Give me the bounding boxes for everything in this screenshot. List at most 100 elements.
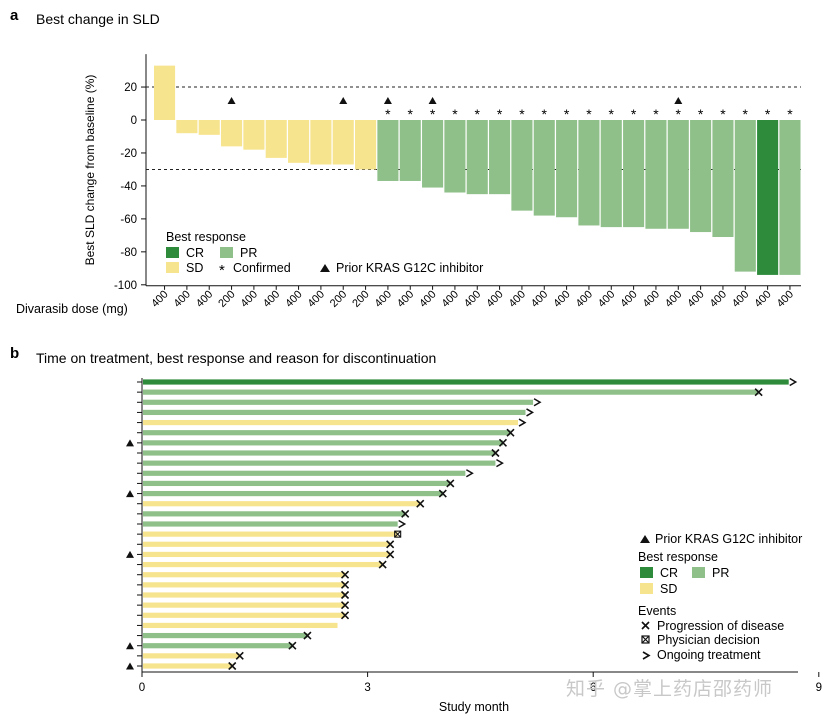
prior-kras-triangle-icon xyxy=(339,97,348,104)
confirmed-star-icon: * xyxy=(519,106,525,122)
legend-a-cr-label: CR xyxy=(186,246,204,260)
legend-b-cr-label: CR xyxy=(660,566,678,580)
physician-cross xyxy=(394,530,402,538)
legend-a-triangle-icon xyxy=(320,264,330,272)
dose-label: 400 xyxy=(730,288,751,309)
progression-cross-icon xyxy=(340,601,350,610)
legend-b-events-title: Events xyxy=(638,604,676,618)
panel-a-ylabel: Best SLD change from baseline (%) xyxy=(83,75,97,266)
confirmed-star-icon: * xyxy=(631,106,637,122)
panel-a-label: a xyxy=(10,7,19,24)
swim-bar-pr xyxy=(143,632,308,639)
dose-label: 400 xyxy=(261,288,282,309)
dose-label: 200 xyxy=(350,288,371,309)
legend-a-pr-swatch xyxy=(220,247,233,258)
dose-label: 400 xyxy=(663,288,684,309)
confirmed-star-icon: * xyxy=(765,106,771,122)
panel-a-xlabel: Divarasib dose (mg) xyxy=(16,302,128,316)
confirmed-star-icon: * xyxy=(564,106,570,122)
dose-label: 400 xyxy=(641,288,662,309)
progression-cross-icon xyxy=(288,641,297,650)
progression-cross-icon xyxy=(416,499,425,508)
progression-cross-icon xyxy=(235,651,244,660)
swim-bar-pr xyxy=(143,450,496,456)
panel-a-dose-labels: 400 400 400 200 400 400 400 400 200 200 400 400 400 4… xyxy=(149,285,796,310)
bar-cr xyxy=(757,120,779,275)
y-tick-label: -80 xyxy=(120,247,137,259)
legend-a-star-icon: * xyxy=(219,262,225,279)
y-tick-label: -40 xyxy=(120,181,137,193)
dose-label: 400 xyxy=(462,288,483,309)
swim-bar-sd xyxy=(143,551,391,558)
swim-bar-pr xyxy=(143,399,534,405)
swim-bar-pr xyxy=(143,440,503,446)
prior-kras-triangle-icon xyxy=(126,490,134,498)
progression-cross-icon xyxy=(340,590,350,600)
swim-bar-pr xyxy=(143,511,406,517)
swim-bar-pr xyxy=(143,460,496,466)
swim-bar-sd xyxy=(143,663,233,669)
dose-label: 400 xyxy=(529,288,550,309)
progression-cross-icon xyxy=(446,479,455,488)
swim-bar-sd xyxy=(143,572,346,578)
legend-b-sd-label: SD xyxy=(660,582,677,596)
dose-label: 400 xyxy=(283,288,304,309)
bar-sd xyxy=(198,120,220,135)
bar-pr xyxy=(690,120,712,233)
progression-cross-icon xyxy=(303,631,312,640)
swim-bar-sd xyxy=(143,501,421,507)
bar-sd xyxy=(355,120,377,170)
confirmed-star-icon: * xyxy=(475,106,481,122)
bar-pr xyxy=(623,120,645,228)
x-tick-label: 0 xyxy=(139,682,145,694)
bar-sd xyxy=(265,120,287,158)
watermark: 知乎 @掌上药店邵药师 xyxy=(566,678,774,700)
dose-label: 400 xyxy=(395,288,416,309)
ongoing-arrow-icon xyxy=(398,519,407,529)
swim-bar-sd xyxy=(143,561,383,568)
swim-bar-pr xyxy=(143,643,293,649)
swim-bar-sd xyxy=(143,602,346,608)
progression-cross-icon xyxy=(506,428,515,437)
bar-sd xyxy=(176,120,198,134)
legend-a-confirmed-label: Confirmed xyxy=(233,261,291,275)
prior-kras-triangle-icon xyxy=(428,97,437,104)
panel-a-title: Best change in SLD xyxy=(36,11,160,27)
bar-pr xyxy=(444,120,466,193)
dose-label: 400 xyxy=(596,288,617,309)
confirmed-star-icon: * xyxy=(430,106,436,122)
dose-label: 400 xyxy=(574,288,595,309)
dose-label: 400 xyxy=(194,288,215,309)
swim-bar-pr xyxy=(143,430,511,436)
y-tick-label: -100 xyxy=(114,280,137,292)
prior-kras-triangle-icon xyxy=(674,97,683,104)
prior-kras-triangle-icon xyxy=(126,550,134,558)
confirmed-star-icon: * xyxy=(542,106,548,122)
bar-pr xyxy=(489,120,511,195)
dose-label: 400 xyxy=(149,288,170,309)
prior-kras-triangle-icon xyxy=(126,439,134,447)
bar-pr xyxy=(712,120,734,238)
prior-kras-triangle-icon xyxy=(227,97,236,104)
confirmed-star-icon: * xyxy=(676,106,682,122)
legend-b-ongoing-label: Ongoing treatment xyxy=(657,648,761,662)
ongoing-arrow-icon xyxy=(533,398,542,407)
bar-sd xyxy=(310,120,332,165)
progression-cross-icon xyxy=(438,489,447,498)
confirmed-star-icon: * xyxy=(787,106,793,122)
progression-cross-icon xyxy=(386,540,395,549)
legend-a-cr-swatch xyxy=(166,247,179,258)
swim-bar-sd xyxy=(143,541,391,547)
progression-cross-icon xyxy=(378,560,387,569)
swim-bar-sd xyxy=(143,419,518,426)
progression-cross-icon xyxy=(340,570,350,579)
bar-sd xyxy=(288,120,310,163)
ongoing-arrow-icon xyxy=(518,418,527,427)
y-tick-label: -20 xyxy=(120,148,137,160)
dose-label: 400 xyxy=(775,288,796,309)
dose-label: 400 xyxy=(752,288,773,309)
legend-a-pr-label: PR xyxy=(240,246,257,260)
x-tick-label: 6 xyxy=(590,682,596,694)
ongoing-arrow-icon xyxy=(465,469,474,478)
swim-bar-sd xyxy=(143,592,346,598)
